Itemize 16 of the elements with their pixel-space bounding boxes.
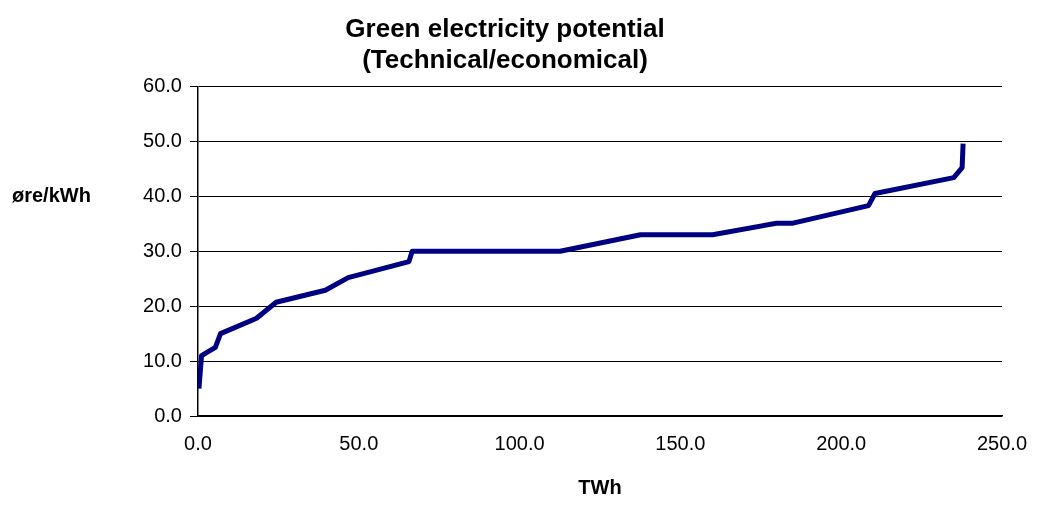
- y-tick-label: 50.0: [143, 128, 182, 151]
- x-tick-label: 100.0: [494, 431, 545, 454]
- x-tick-label: 250.0: [976, 431, 1028, 454]
- chart-title: Green electricity potential (Technical/economical): [345, 12, 665, 74]
- x-tick-label: 50.0: [339, 431, 379, 454]
- x-tick-label: 0.0: [184, 431, 212, 454]
- x-tick-label: 200.0: [816, 431, 867, 454]
- y-tick-label: 10.0: [143, 348, 182, 371]
- y-tick-label: 60.0: [143, 73, 182, 96]
- x-tick-label: 150.0: [655, 431, 706, 454]
- y-axis-title: øre/kWh: [12, 184, 91, 206]
- y-tick-label: 40.0: [143, 183, 182, 206]
- y-tick-label: 0.0: [154, 403, 182, 426]
- y-tick-label: 20.0: [143, 293, 182, 316]
- y-tick-label: 30.0: [143, 238, 182, 261]
- x-axis-title: TWh: [578, 475, 622, 498]
